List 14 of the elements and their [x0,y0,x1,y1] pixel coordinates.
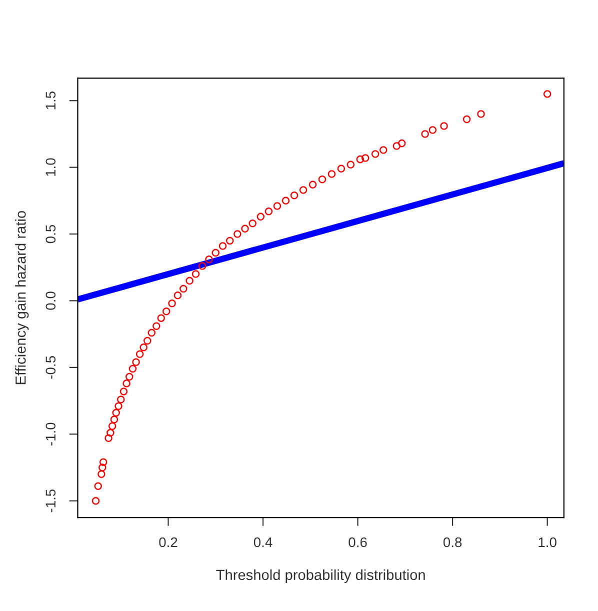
y-tick-label: 0.0 [46,292,56,310]
y-axis-title: Efficiency gain hazard ratio [15,211,29,384]
x-tick-label: 0.4 [254,537,272,548]
y-tick-label: -0.5 [46,356,56,379]
x-axis-title: Threshold probability distribution [216,569,425,583]
x-tick-label: 0.2 [159,537,178,548]
x-tick-label: 1.0 [538,537,556,548]
y-tick-label: 1.5 [46,92,56,110]
y-tick-label: 0.5 [46,224,56,244]
y-tick-label: -1.0 [46,422,56,446]
y-tick-label: -1.5 [46,489,56,512]
x-tick-label: 0.8 [443,537,462,548]
x-tick-label: 0.6 [348,537,367,548]
y-tick-label: 1.0 [46,158,56,176]
